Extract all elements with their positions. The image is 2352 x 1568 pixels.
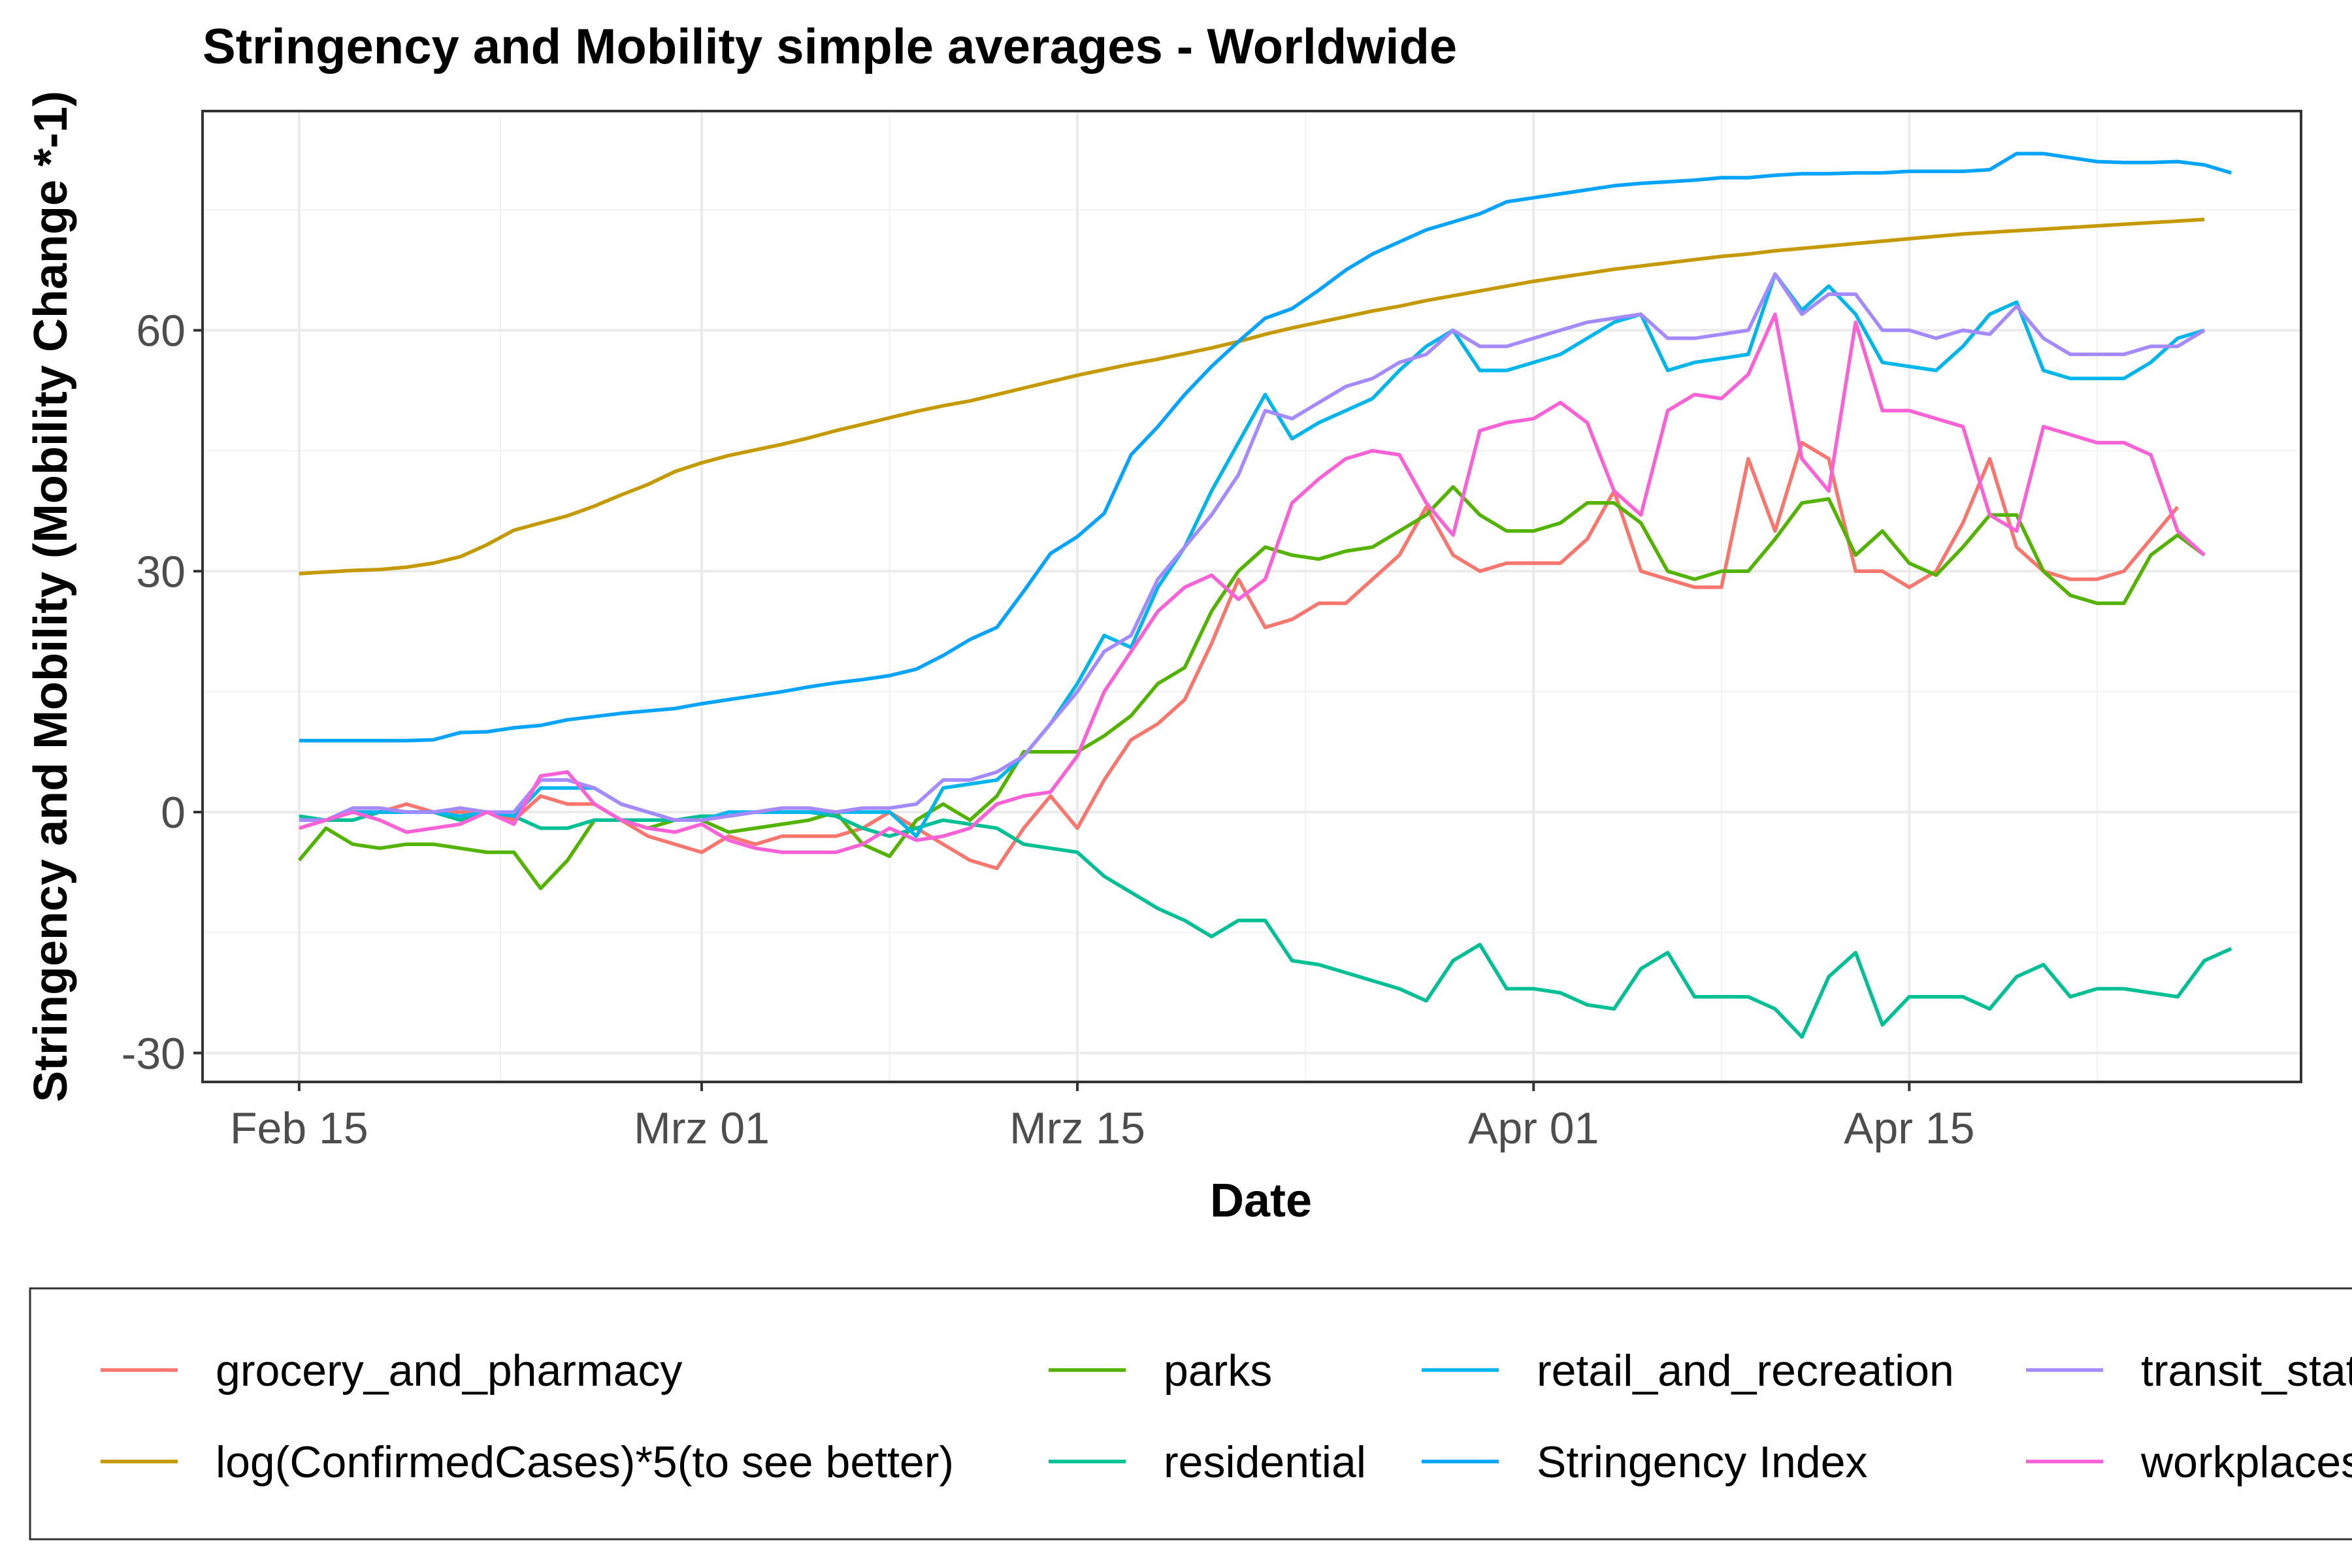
chart-title: Stringency and Mobility simple averages … [203,19,1457,74]
legend-label-log-confirmedcases-5-to-see-better: log(ConfirmedCases)*5(to see better) [216,1437,954,1487]
legend-label-workplaces: workplaces [2140,1437,2352,1487]
series-line-log-confirmedcases-5-to-see-better [299,218,2205,576]
y-tick-label: 60 [136,306,186,356]
x-tick-label: Feb 15 [230,1103,368,1153]
x-axis: Feb 15 Mrz 01 Mrz 15 Apr 01 Apr 15 [230,1082,1974,1153]
series-line-stringency-index [299,152,2232,743]
legend-label-retail-and-recreation: retail_and_recreation [1537,1346,1954,1396]
plot-panel [203,111,2301,1082]
y-tick-label: 0 [161,788,186,838]
x-tick-label: Mrz 01 [634,1103,770,1153]
legend-label-parks: parks [1164,1346,1272,1396]
legend-label-grocery-and-pharmacy: grocery_and_pharmacy [216,1346,682,1396]
legend-box [29,1287,2352,1541]
grid-minor [203,111,2301,1082]
y-tick-label: -30 [122,1029,186,1079]
legend-label-residential: residential [1164,1437,1366,1487]
x-tick-label: Mrz 15 [1009,1103,1145,1153]
legend: grocery_and_pharmacy log(ConfirmedCases)*… [29,1287,2352,1541]
y-tick-label: 30 [136,547,186,596]
x-tick-label: Apr 15 [1844,1103,1974,1153]
x-tick-label: Apr 01 [1468,1103,1599,1153]
x-axis-label: Date [1210,1175,1312,1227]
legend-label-stringency-index: Stringency Index [1537,1437,1868,1487]
legend-label-transit-stations: transit_stations [2141,1346,2352,1396]
plot-border [201,110,2302,1083]
y-axis: -30 0 30 60 [122,306,203,1079]
y-axis-label: Stringency and Mobility (Mobility Change… [25,91,77,1102]
series-line-transit-stations [299,272,2206,823]
plot-area [201,110,2302,1083]
series-line-workplaces [299,312,2206,855]
series-lines [297,152,2232,1039]
legend-items: grocery_and_pharmacy log(ConfirmedCases)*… [101,1346,2352,1487]
